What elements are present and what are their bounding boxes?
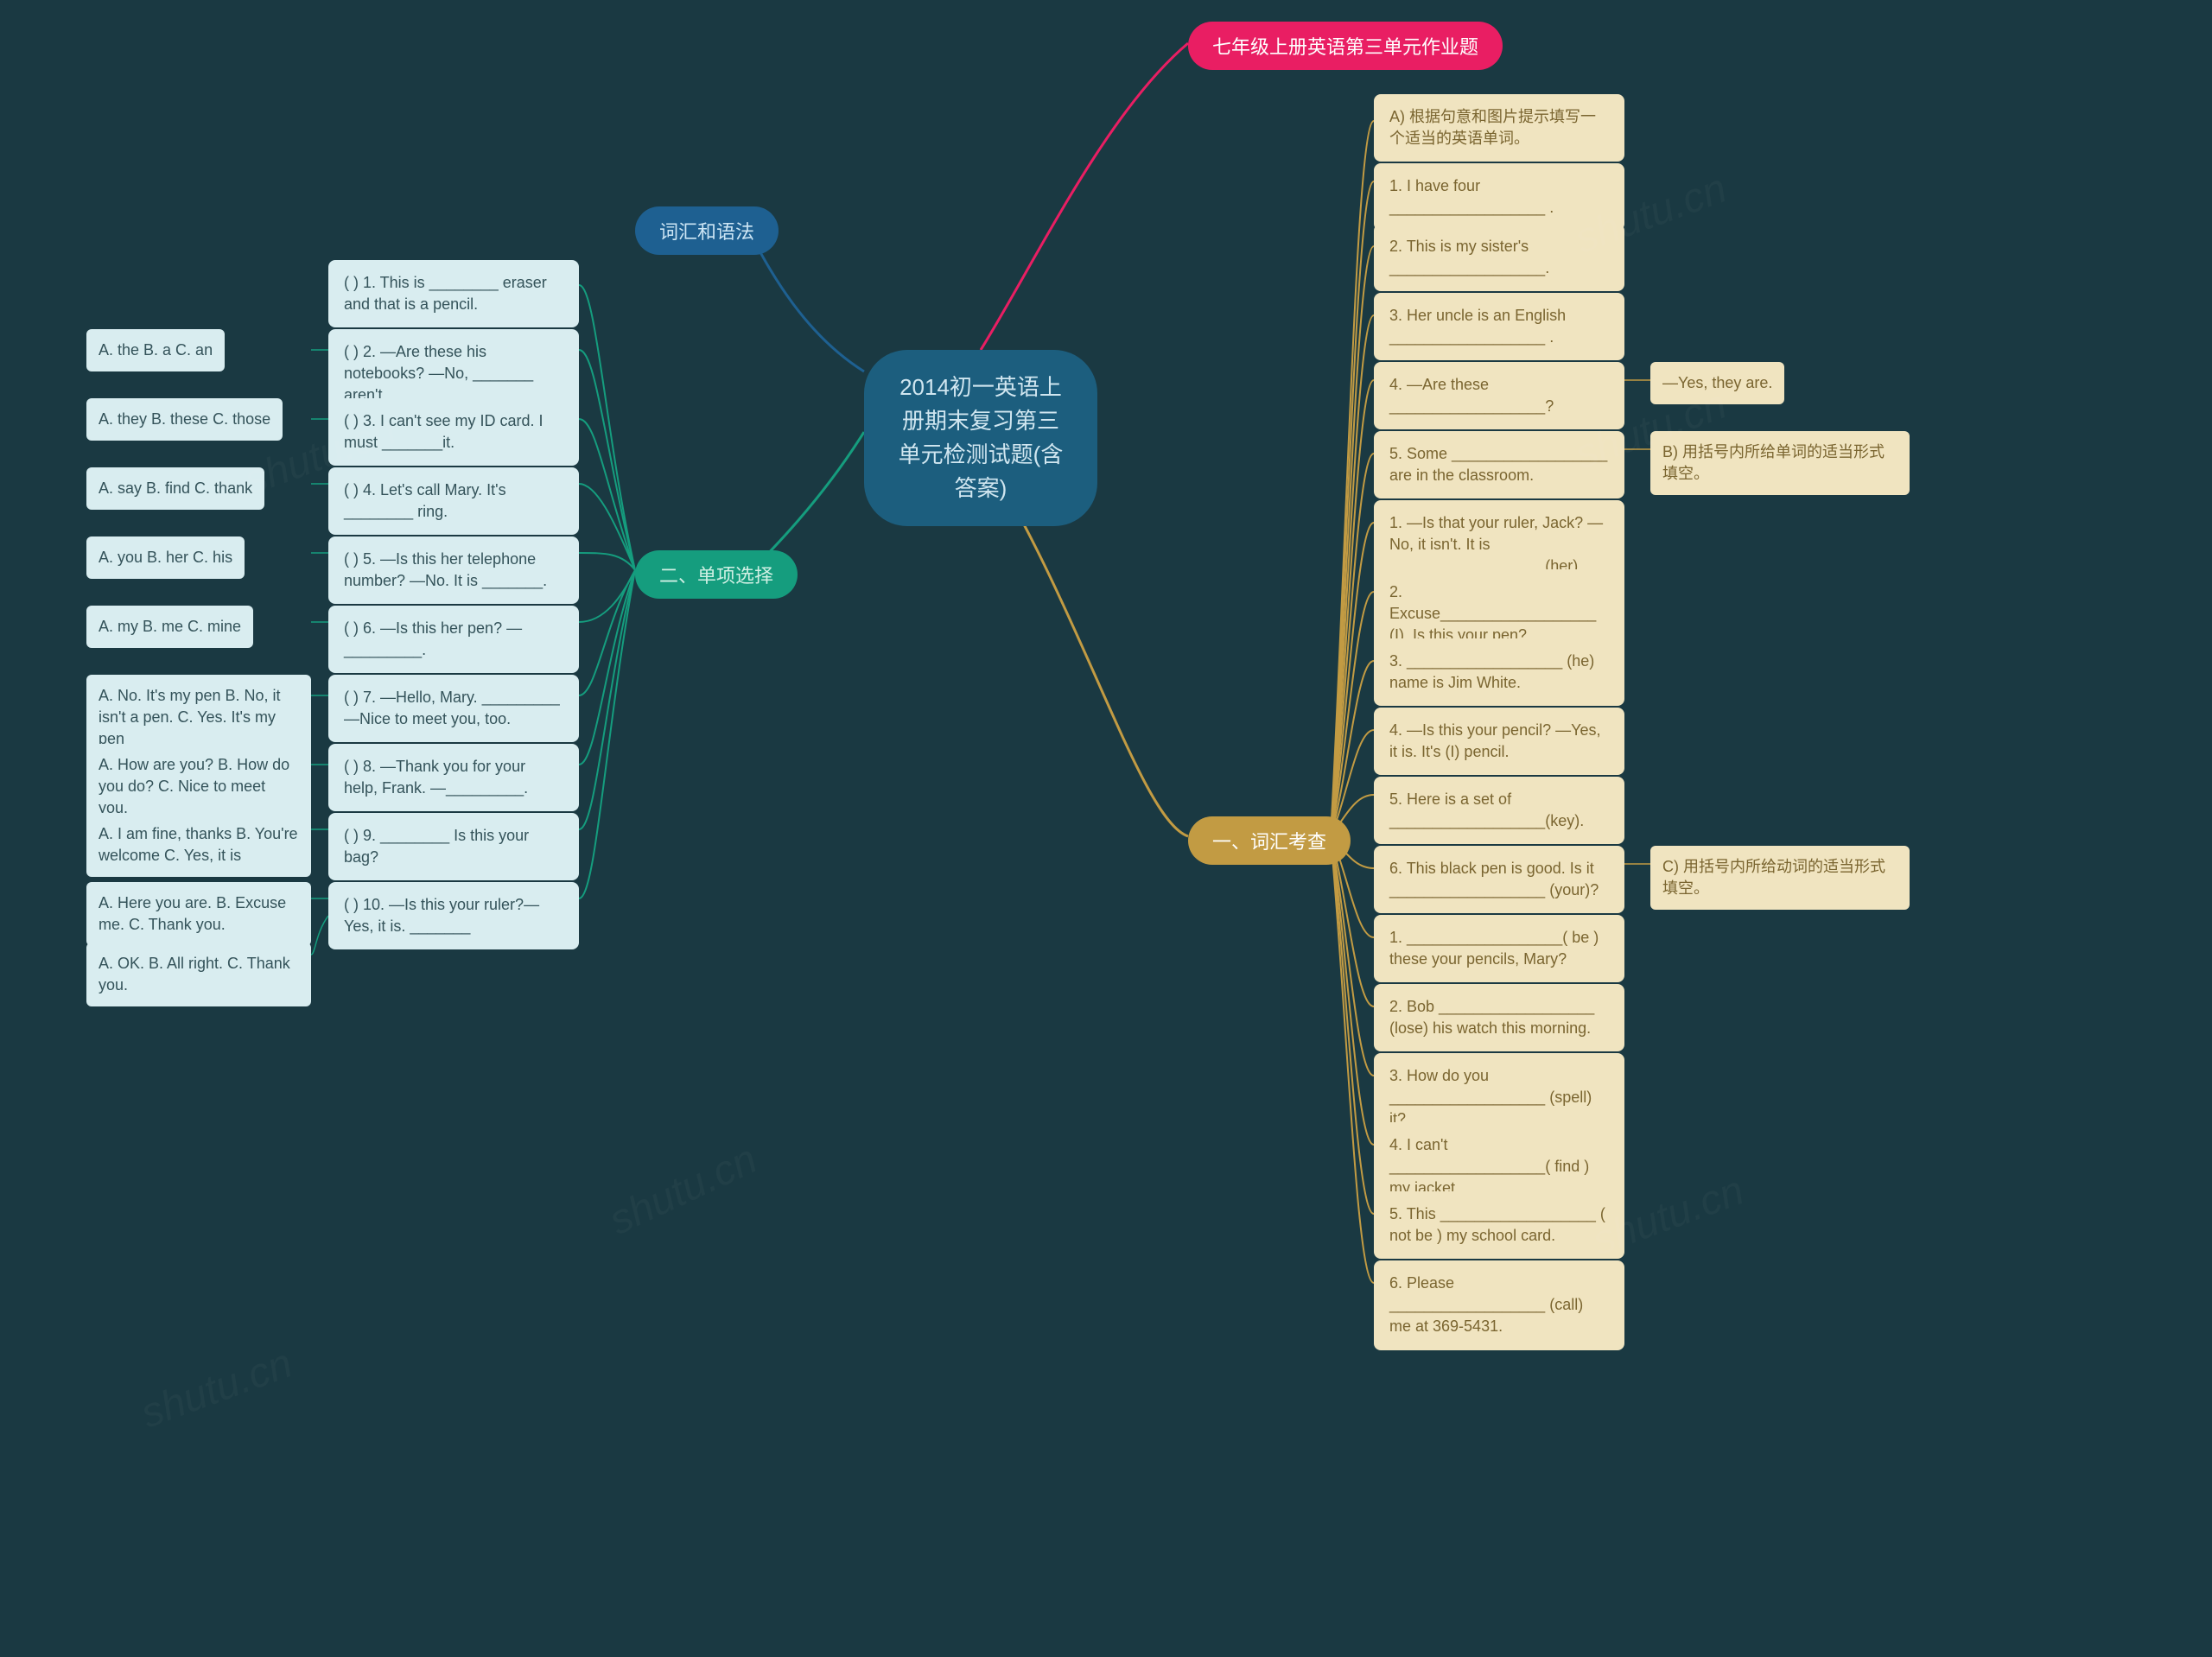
section2-item: ( ) 4. Let's call Mary. It's ________ ri…	[328, 467, 579, 535]
section1-item: 6. This black pen is good. Is it _______…	[1374, 846, 1624, 913]
section2-answer: A. Here you are. B. Excuse me. C. Thank …	[86, 882, 311, 946]
section2-item: ( ) 10. —Is this your ruler?—Yes, it is.…	[328, 882, 579, 949]
section1-item: 4. —Are these __________________?	[1374, 362, 1624, 429]
section2-item: ( ) 9. ________ Is this your bag?	[328, 813, 579, 880]
section1-item: 2. This is my sister's _________________…	[1374, 224, 1624, 291]
section1-item: 4. —Is this your pencil? —Yes, it is. It…	[1374, 708, 1624, 775]
section2-item: ( ) 6. —Is this her pen? —_________.	[328, 606, 579, 673]
center-node: 2014初一英语上册期末复习第三单元检测试题(含答案)	[864, 350, 1097, 526]
watermark: shutu.cn	[602, 1135, 765, 1245]
branch-left-top: 词汇和语法	[635, 206, 779, 255]
section1-item: 5. Some __________________ are in the cl…	[1374, 431, 1624, 498]
section1-item: 6. Please __________________ (call) me a…	[1374, 1260, 1624, 1350]
section2-answer: A. I am fine, thanks B. You're welcome C…	[86, 813, 311, 877]
section1-item: 3. Her uncle is an English _____________…	[1374, 293, 1624, 360]
section1-note: C) 用括号内所给动词的适当形式填空。	[1650, 846, 1910, 910]
section1-item: 5. Here is a set of __________________(k…	[1374, 777, 1624, 844]
section2-item: ( ) 3. I can't see my ID card. I must __…	[328, 398, 579, 466]
section1-note: B) 用括号内所给单词的适当形式填空。	[1650, 431, 1910, 495]
section2-answer: A. say B. find C. thank	[86, 467, 264, 510]
section1-item: 3. __________________ (he) name is Jim W…	[1374, 638, 1624, 706]
section2-item: ( ) 5. —Is this her telephone number? —N…	[328, 536, 579, 604]
section2-answer: A. they B. these C. those	[86, 398, 283, 441]
section1-item: 1. __________________( be ) these your p…	[1374, 915, 1624, 982]
section2-answer: A. OK. B. All right. C. Thank you.	[86, 943, 311, 1006]
branch-left-bottom: 二、单项选择	[635, 550, 798, 599]
branch-right: 一、词汇考查	[1188, 816, 1351, 865]
branch-top: 七年级上册英语第三单元作业题	[1188, 22, 1503, 70]
watermark: shutu.cn	[135, 1340, 298, 1438]
section1-note: —Yes, they are.	[1650, 362, 1784, 404]
section1-item: 5. This __________________ ( not be ) my…	[1374, 1191, 1624, 1259]
section1-item: 2. Bob __________________ (lose) his wat…	[1374, 984, 1624, 1051]
section2-item: ( ) 7. —Hello, Mary. _________ —Nice to …	[328, 675, 579, 742]
section2-answer: A. you B. her C. his	[86, 536, 245, 579]
section1-item: A) 根据句意和图片提示填写一个适当的英语单词。	[1374, 94, 1624, 162]
section2-item: ( ) 1. This is ________ eraser and that …	[328, 260, 579, 327]
section2-answer: A. the B. a C. an	[86, 329, 225, 371]
section1-item: 1. I have four __________________ .	[1374, 163, 1624, 231]
section2-answer: A. my B. me C. mine	[86, 606, 253, 648]
section2-item: ( ) 8. —Thank you for your help, Frank. …	[328, 744, 579, 811]
